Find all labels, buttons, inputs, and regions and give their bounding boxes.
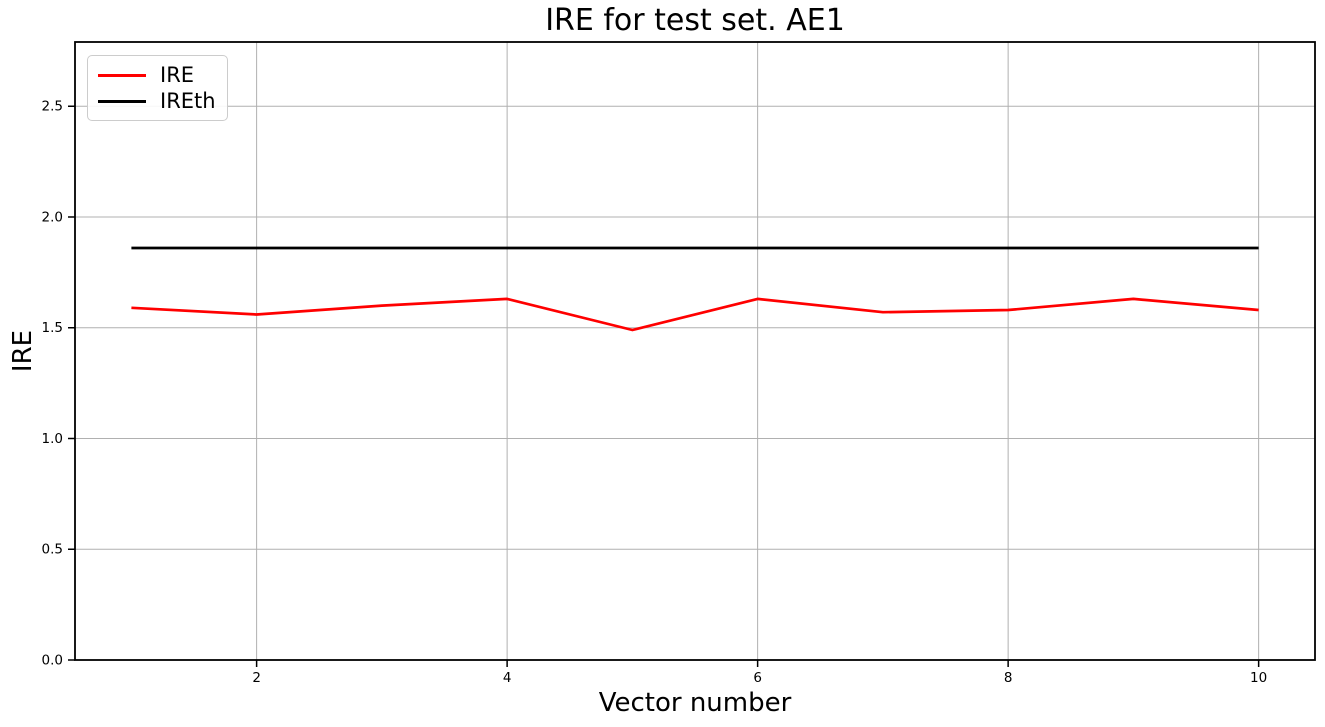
- legend-entry-ire: IRE: [98, 62, 217, 87]
- legend-line-sample: [98, 73, 146, 77]
- chart-title: IRE for test set. AE1: [545, 3, 845, 38]
- legend-label: IRE: [160, 62, 195, 87]
- legend-label: IREth: [160, 88, 216, 113]
- y-tick-label: 1.0: [42, 431, 63, 447]
- y-axis-label: IRE: [8, 329, 38, 373]
- y-tick-label: 0.0: [42, 653, 63, 669]
- y-tick-label: 0.5: [42, 542, 63, 558]
- legend: IRE IREth: [87, 55, 228, 121]
- x-tick-label: 6: [753, 670, 762, 686]
- legend-entry-ireth: IREth: [98, 88, 217, 113]
- y-tick-label: 1.5: [42, 320, 63, 336]
- x-tick-label: 8: [1004, 670, 1013, 686]
- y-tick-label: 2.0: [42, 209, 63, 225]
- x-axis-label: Vector number: [598, 688, 792, 718]
- legend-line-sample: [98, 99, 146, 103]
- plot-border: [74, 41, 1316, 661]
- x-tick-label: 2: [252, 670, 261, 686]
- series-line-ire: [131, 297, 1259, 332]
- y-tick-label: 2.5: [42, 99, 63, 115]
- x-tick-label: 10: [1250, 670, 1267, 686]
- x-tick-label: 4: [503, 670, 512, 686]
